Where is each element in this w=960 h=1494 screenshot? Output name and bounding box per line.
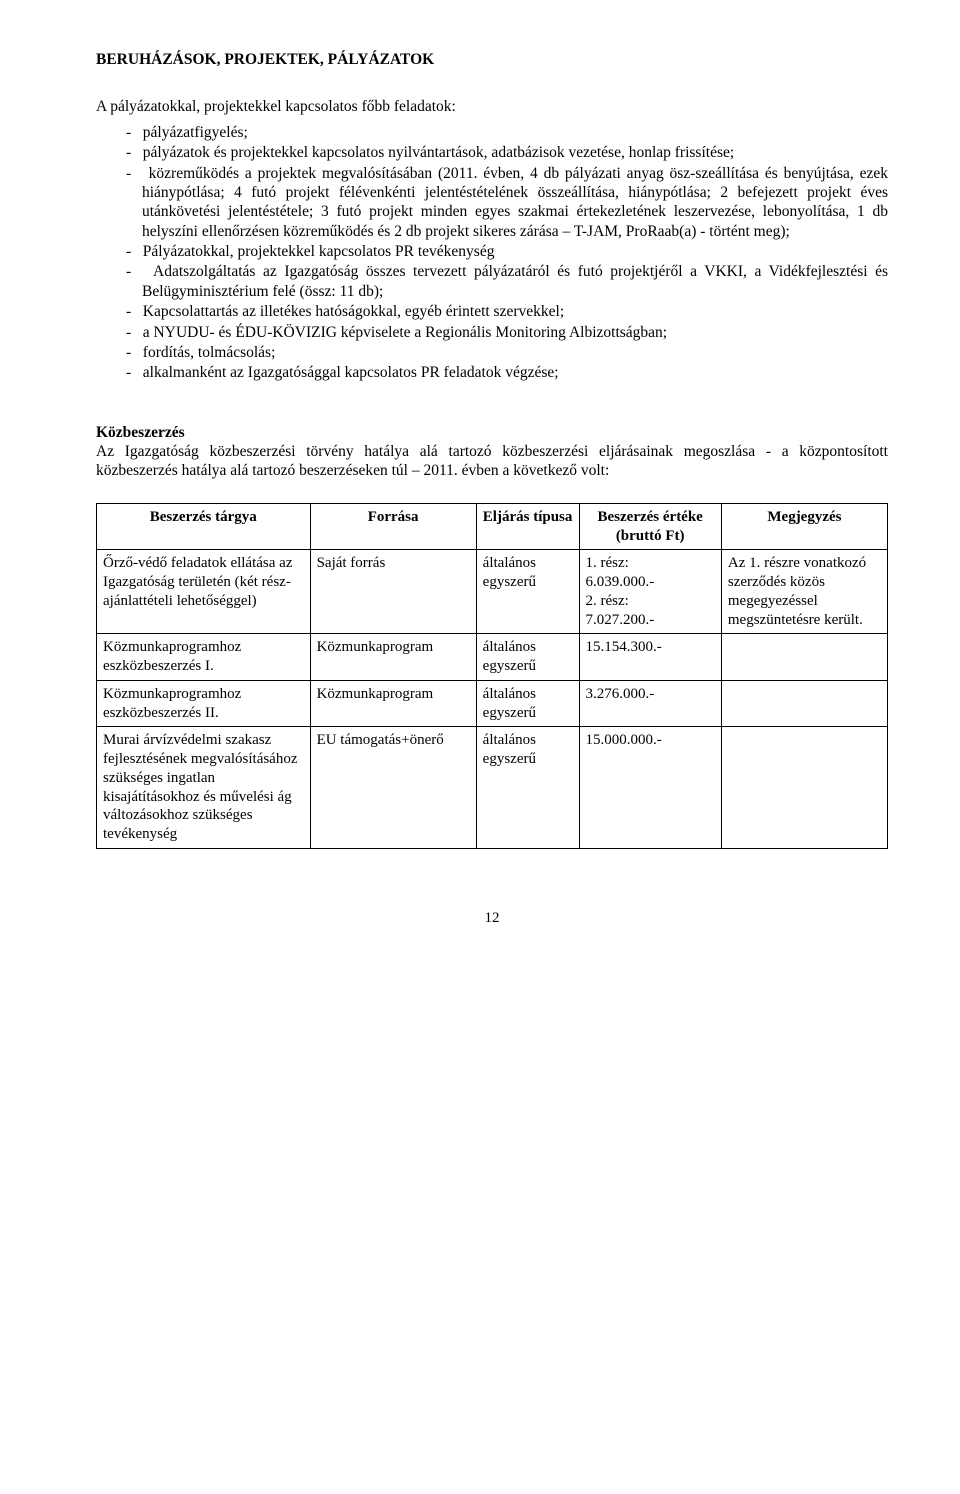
- cell-note: [721, 727, 887, 849]
- cell-type: általános egyszerű: [476, 727, 579, 849]
- page-number: 12: [96, 909, 888, 928]
- cell-topic: Közmunkaprogramhoz eszközbeszerzés II.: [97, 680, 311, 727]
- list-item: Adatszolgáltatás az Igazgatóság összes t…: [126, 262, 888, 301]
- section-heading: Közbeszerzés: [96, 423, 888, 442]
- cell-note: [721, 680, 887, 727]
- list-item: a NYUDU- és ÉDU-KÖVIZIG képviselete a Re…: [126, 323, 888, 342]
- table-row: Közmunkaprogramhoz eszközbeszerzés II. K…: [97, 680, 888, 727]
- list-item: közreműködés a projektek megvalósításába…: [126, 164, 888, 242]
- cell-value: 1. rész: 6.039.000.- 2. rész: 7.027.200.…: [579, 550, 721, 634]
- bullet-list: pályázatfigyelés; pályázatok és projekte…: [96, 123, 888, 383]
- list-item: fordítás, tolmácsolás;: [126, 343, 888, 362]
- list-item: Pályázatokkal, projektekkel kapcsolatos …: [126, 242, 888, 261]
- list-item: pályázatfigyelés;: [126, 123, 888, 142]
- list-item: Kapcsolattartás az illetékes hatóságokka…: [126, 302, 888, 321]
- cell-type: általános egyszerű: [476, 634, 579, 681]
- table-row: Őrző-védő feladatok ellátása az Igazgató…: [97, 550, 888, 634]
- cell-source: Közmunkaprogram: [310, 634, 476, 681]
- cell-source: Saját forrás: [310, 550, 476, 634]
- th-value: Beszerzés értéke (bruttó Ft): [579, 503, 721, 550]
- list-item: alkalmanként az Igazgatósággal kapcsolat…: [126, 363, 888, 382]
- cell-value: 15.154.300.-: [579, 634, 721, 681]
- cell-source: Közmunkaprogram: [310, 680, 476, 727]
- list-item: pályázatok és projektekkel kapcsolatos n…: [126, 143, 888, 162]
- procurement-table: Beszerzés tárgya Forrása Eljárás típusa …: [96, 503, 888, 849]
- table-row: Közmunkaprogramhoz eszközbeszerzés I. Kö…: [97, 634, 888, 681]
- cell-topic: Őrző-védő feladatok ellátása az Igazgató…: [97, 550, 311, 634]
- intro-paragraph: A pályázatokkal, projektekkel kapcsolato…: [96, 97, 888, 116]
- page-title: BERUHÁZÁSOK, PROJEKTEK, PÁLYÁZATOK: [96, 50, 888, 69]
- section-intro: Az Igazgatóság közbeszerzési törvény hat…: [96, 442, 888, 481]
- cell-value: 3.276.000.-: [579, 680, 721, 727]
- th-topic: Beszerzés tárgya: [97, 503, 311, 550]
- cell-source: EU támogatás+önerő: [310, 727, 476, 849]
- table-row: Murai árvízvédelmi szakasz fejlesztéséne…: [97, 727, 888, 849]
- cell-value: 15.000.000.-: [579, 727, 721, 849]
- cell-note: [721, 634, 887, 681]
- cell-type: általános egyszerű: [476, 680, 579, 727]
- th-type: Eljárás típusa: [476, 503, 579, 550]
- cell-type: általános egyszerű: [476, 550, 579, 634]
- th-note: Megjegyzés: [721, 503, 887, 550]
- th-source: Forrása: [310, 503, 476, 550]
- cell-topic: Murai árvízvédelmi szakasz fejlesztéséne…: [97, 727, 311, 849]
- cell-topic: Közmunkaprogramhoz eszközbeszerzés I.: [97, 634, 311, 681]
- table-header-row: Beszerzés tárgya Forrása Eljárás típusa …: [97, 503, 888, 550]
- cell-note: Az 1. részre vonatkozó szerződés közös m…: [721, 550, 887, 634]
